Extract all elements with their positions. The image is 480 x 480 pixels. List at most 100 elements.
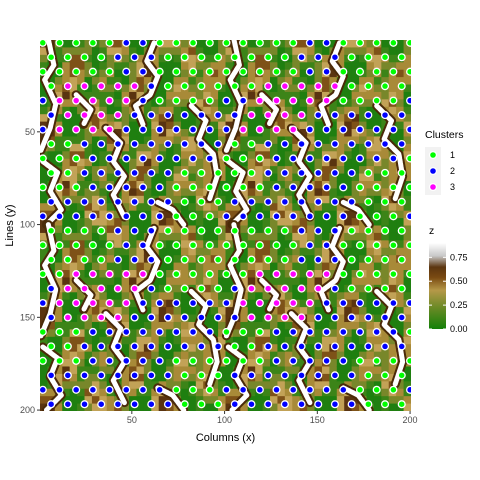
heat-cell <box>284 381 293 390</box>
cluster-point-2 <box>147 168 156 177</box>
heat-cell <box>173 188 182 197</box>
cluster-point-1 <box>180 400 189 409</box>
heat-cell <box>247 240 256 249</box>
cluster-point-1 <box>172 67 181 76</box>
cluster-point-1 <box>272 241 281 250</box>
cluster-point-2 <box>188 327 198 336</box>
heat-cell <box>195 218 204 227</box>
heat-cell <box>366 91 375 100</box>
heat-cell <box>240 307 249 316</box>
heat-cell <box>173 344 182 353</box>
heat-cell <box>218 388 227 397</box>
cluster-point-1 <box>255 241 264 250</box>
heat-cell <box>173 47 182 56</box>
cluster-point-1 <box>364 255 373 264</box>
heat-cell <box>270 344 279 353</box>
heat-cell <box>277 151 286 160</box>
cluster-point-2 <box>330 197 339 206</box>
heat-cell <box>292 54 301 63</box>
cluster-point-2 <box>389 125 398 134</box>
cluster-legend-label-2: 2 <box>450 166 455 176</box>
heat-cell <box>396 388 405 397</box>
cluster-point-1 <box>180 284 189 293</box>
cluster-point-1 <box>188 356 198 365</box>
heat-cell <box>232 329 241 338</box>
cluster-point-1 <box>180 255 189 264</box>
heat-cell <box>180 40 189 49</box>
heat-cell <box>299 173 308 182</box>
heat-cell <box>188 225 197 234</box>
heat-cell <box>195 336 204 345</box>
heat-cell <box>284 299 293 308</box>
cluster-point-2 <box>147 82 156 91</box>
heat-cell <box>91 292 100 301</box>
heat-cell <box>54 114 63 123</box>
heat-cell <box>262 247 271 256</box>
cluster-point-2 <box>97 197 106 206</box>
y-tick-label: 100 <box>20 220 35 230</box>
heat-cell <box>69 255 78 264</box>
heatmap-layer <box>40 40 411 411</box>
heat-cell <box>359 99 368 108</box>
heat-cell <box>121 255 130 264</box>
heat-cell <box>403 396 411 405</box>
heat-cell <box>373 277 382 286</box>
heat-cell <box>225 366 234 375</box>
heat-cell <box>403 277 411 286</box>
cluster-point-1 <box>406 154 411 163</box>
heat-cell <box>388 84 397 93</box>
heat-cell <box>77 62 86 71</box>
heat-cell <box>40 351 49 360</box>
cluster-point-2 <box>364 139 373 149</box>
heat-cell <box>188 277 197 286</box>
heat-cell <box>396 91 405 100</box>
cluster-point-1 <box>72 154 81 163</box>
cluster-point-3 <box>289 270 298 279</box>
heat-cell <box>262 351 271 360</box>
heat-cell <box>232 321 241 330</box>
heat-cell <box>40 247 49 256</box>
heat-cell <box>69 166 78 175</box>
heat-cell <box>344 232 353 241</box>
heat-cell <box>270 403 279 411</box>
heat-cell <box>99 91 108 100</box>
heat-cell <box>373 54 382 63</box>
cluster-point-2 <box>289 327 298 336</box>
heat-cell <box>84 203 93 212</box>
cluster-point-2 <box>397 313 406 322</box>
heat-cell <box>403 284 411 293</box>
cluster-point-1 <box>163 284 173 293</box>
heat-cell <box>307 218 316 227</box>
heat-cell <box>40 166 49 175</box>
heat-cell <box>359 373 368 382</box>
heat-cell <box>336 173 345 182</box>
heat-cell <box>62 91 71 100</box>
heat-cell <box>69 232 78 241</box>
cluster-point-2 <box>305 241 314 250</box>
heat-cell <box>143 143 152 152</box>
heat-cell <box>143 166 152 175</box>
heat-cell <box>314 381 323 390</box>
heat-cell <box>121 284 130 293</box>
heat-cell <box>403 403 411 411</box>
cluster-point-1 <box>247 226 256 235</box>
heat-cell <box>247 247 256 256</box>
heat-cell <box>403 106 411 115</box>
heat-cell <box>62 396 71 405</box>
heat-cell <box>180 277 189 286</box>
heat-cell <box>359 262 368 271</box>
cluster-point-2 <box>130 255 139 264</box>
cluster-point-2 <box>305 125 314 134</box>
heat-cell <box>381 396 390 405</box>
heat-cell <box>195 143 204 152</box>
heat-cell <box>210 270 219 279</box>
cluster-point-1 <box>188 96 198 105</box>
cluster-point-2 <box>322 67 331 76</box>
heat-cell <box>62 62 71 71</box>
heat-cell <box>188 321 197 330</box>
heat-cell <box>158 54 167 63</box>
cluster-point-1 <box>247 255 256 264</box>
cluster-point-1 <box>80 255 89 264</box>
heat-cell <box>388 321 397 330</box>
heat-cell <box>247 218 256 227</box>
